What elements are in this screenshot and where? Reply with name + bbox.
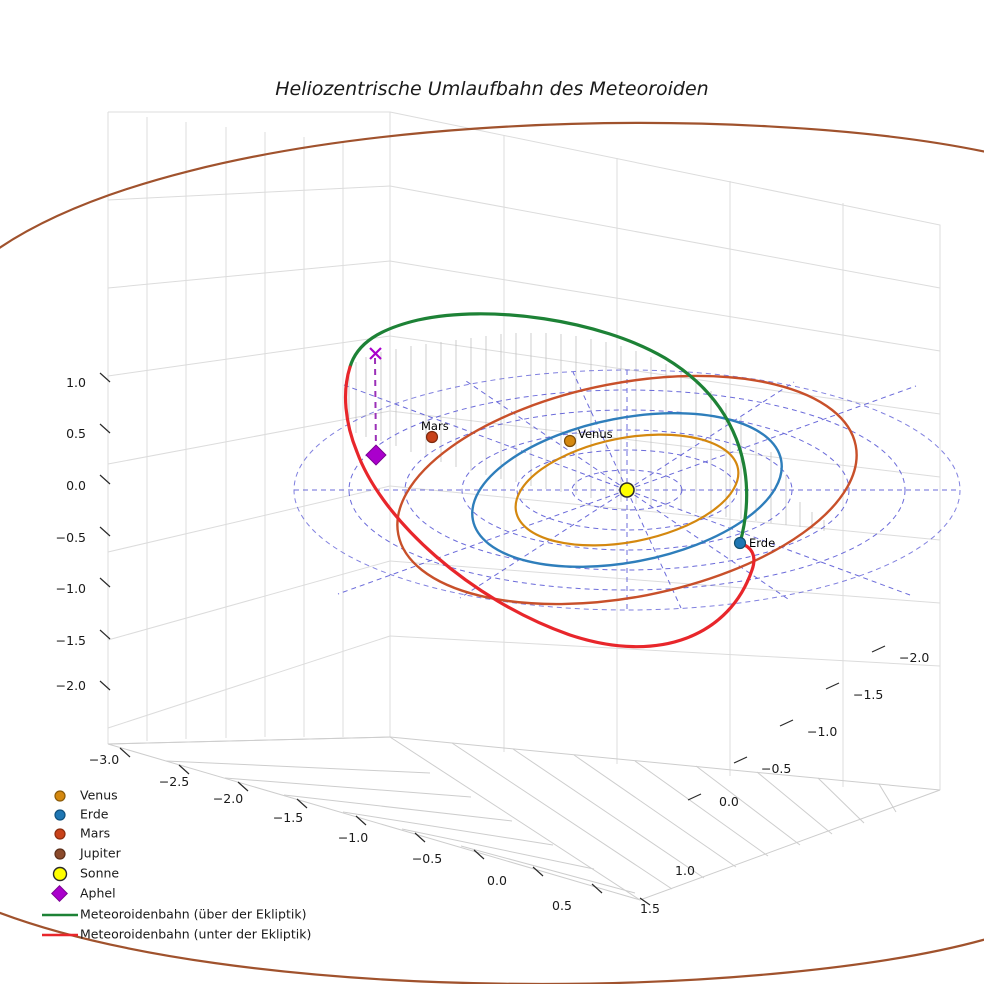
x-tick-label: 0.5 [552, 898, 572, 913]
legend-item-meteoroid-below[interactable]: Meteoroidenbahn (unter der Ekliptik) [42, 927, 311, 942]
legend-item-erde[interactable]: Erde [54, 807, 109, 822]
aphel-group [365, 347, 387, 466]
z-tick-label: 0.5 [66, 426, 86, 441]
legend-item-sonne[interactable]: Sonne [52, 866, 120, 882]
erde-label: Erde [749, 536, 775, 550]
orbit-mars [396, 374, 858, 606]
z-tick-labels: 1.0 0.5 0.0 −0.5 −1.0 −1.5 −2.0 [56, 375, 86, 693]
page-title: Heliozentrische Umlaufbahn des Meteoroid… [275, 78, 708, 100]
axes-3d-panes [107, 111, 941, 901]
body-venus: Venus [563, 427, 613, 448]
meteoroid-orbit-above-ecliptic [348, 312, 749, 545]
pane-right-wall [389, 111, 941, 790]
legend-label: Meteoroidenbahn (unter der Ekliptik) [80, 927, 311, 942]
z-axis [99, 372, 111, 691]
z-tick-label: −0.5 [56, 530, 86, 545]
pane-floor [107, 736, 941, 901]
meteoroid-orbit-below-ecliptic [343, 365, 756, 649]
legend-label: Venus [80, 788, 118, 803]
polar-grid [293, 369, 961, 611]
x-tick-label: −3.0 [89, 752, 119, 767]
venus-marker [563, 434, 577, 448]
y-tick-label: −1.5 [853, 687, 883, 702]
aphel-drop-line [374, 357, 377, 456]
legend-marker-sun-icon [52, 866, 68, 882]
legend-label: Sonne [80, 866, 119, 881]
z-tick-label: −1.5 [56, 633, 86, 648]
legend-item-meteoroid-above[interactable]: Meteoroidenbahn (über der Ekliptik) [42, 907, 306, 922]
legend-label: Jupiter [79, 846, 122, 861]
orbit-venus [514, 433, 740, 547]
aphel-diamond-marker [365, 444, 387, 466]
x-tick-label: −0.5 [412, 851, 442, 866]
pane-left-wall [107, 111, 391, 744]
legend-marker-circle-icon [54, 828, 66, 840]
legend: Venus Erde Mars Jupiter Sonne [42, 788, 311, 942]
legend-item-jupiter[interactable]: Jupiter [54, 846, 122, 861]
x-tick-label: −1.0 [338, 830, 368, 845]
x-tick-label: −1.5 [273, 810, 303, 825]
body-mars: Mars [421, 419, 449, 444]
legend-item-venus[interactable]: Venus [54, 788, 118, 803]
orbit-erde [471, 412, 783, 568]
x-tick-label: −2.0 [213, 791, 243, 806]
x-tick-label: 1.5 [640, 901, 660, 916]
venus-label: Venus [578, 427, 613, 441]
z-tick-label: −1.0 [56, 581, 86, 596]
z-tick-label: 0.0 [66, 478, 86, 493]
x-tick-labels: −3.0 −2.5 −2.0 −1.5 −1.0 −0.5 0.0 0.5 1.… [89, 752, 695, 916]
legend-marker-circle-icon [54, 790, 66, 802]
aphel-x-marker [369, 347, 382, 360]
y-tick-label: −1.0 [807, 724, 837, 739]
y-tick-labels: −2.0 −1.5 −1.0 −0.5 0.0 [719, 650, 929, 809]
y-axis [687, 645, 886, 801]
x-tick-label: −2.5 [159, 774, 189, 789]
z-tick-label: 1.0 [66, 375, 86, 390]
legend-item-mars[interactable]: Mars [54, 826, 110, 841]
y-tick-label: −2.0 [899, 650, 929, 665]
legend-label: Meteoroidenbahn (über der Ekliptik) [80, 907, 306, 922]
legend-label: Erde [80, 807, 109, 822]
legend-label: Mars [80, 826, 110, 841]
legend-marker-diamond-icon [51, 885, 68, 902]
y-tick-label: 0.0 [719, 794, 739, 809]
mars-label: Mars [421, 419, 449, 433]
body-erde: Erde [733, 536, 775, 550]
sonne-marker [619, 482, 635, 498]
x-tick-label: 0.0 [487, 873, 507, 888]
legend-marker-circle-icon [54, 809, 66, 821]
legend-label: Aphel [80, 886, 116, 901]
x-tick-label: 1.0 [675, 863, 695, 878]
x-axis [119, 747, 651, 906]
y-tick-label: −0.5 [761, 761, 791, 776]
erde-marker [733, 536, 747, 550]
z-tick-label: −2.0 [56, 678, 86, 693]
mars-marker [425, 430, 439, 444]
legend-item-aphel[interactable]: Aphel [51, 885, 116, 902]
legend-marker-circle-icon [54, 848, 66, 860]
